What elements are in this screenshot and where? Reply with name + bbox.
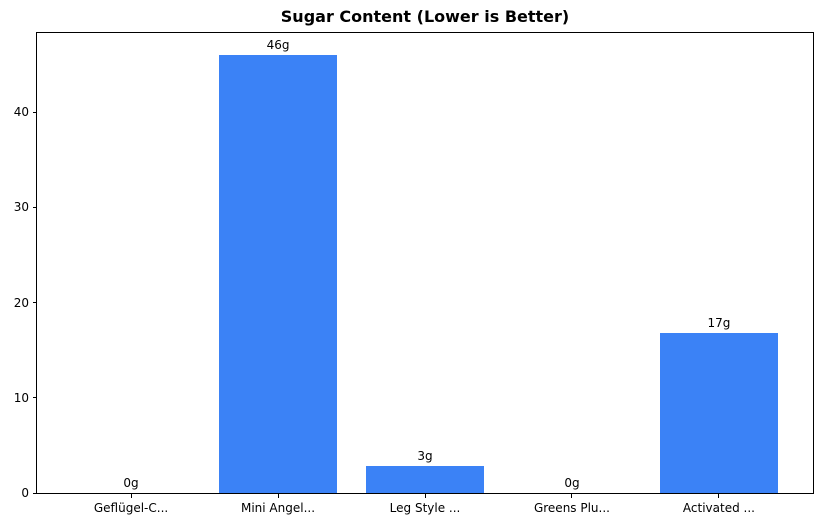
bar xyxy=(366,466,484,493)
x-tick-mark xyxy=(571,494,573,498)
y-tick-mark xyxy=(33,492,37,494)
y-tick-label: 30 xyxy=(13,200,29,215)
bar-value-label: 46g xyxy=(266,37,290,52)
x-tick-mark xyxy=(130,494,132,498)
bar-value-label: 0g xyxy=(123,476,139,490)
x-tick-mark xyxy=(718,494,720,498)
plot-area: 0 10 20 30 40 0g Geflügel-C... 46g Mini Angel...… xyxy=(14,32,814,515)
x-tick-label: Mini Angel... xyxy=(240,501,316,515)
chart-title: Sugar Content (Lower is Better) xyxy=(280,7,570,26)
y-tick-mark xyxy=(33,111,37,113)
y-tick-mark xyxy=(33,397,37,399)
y-tick-label: 20 xyxy=(13,295,29,310)
bar-value-label: 0g xyxy=(564,476,580,490)
x-tick-label: Leg Style ... xyxy=(389,501,461,515)
bar xyxy=(219,54,337,493)
x-tick-label: Activated ... xyxy=(682,501,755,515)
x-tick-label: Greens Plu... xyxy=(533,501,610,515)
bar-value-label: 3g xyxy=(417,449,433,464)
y-tick-mark xyxy=(33,206,37,208)
y-tick-label: 0 xyxy=(21,486,29,500)
bar-value-label: 17g xyxy=(707,316,731,330)
x-tick-mark xyxy=(277,494,279,498)
y-tick-label: 10 xyxy=(13,390,29,405)
y-tick-mark xyxy=(33,302,37,304)
bar xyxy=(660,333,778,493)
x-tick-mark xyxy=(424,494,426,498)
x-tick-label: Geflügel-C... xyxy=(93,501,169,515)
y-tick-label: 40 xyxy=(13,105,29,120)
